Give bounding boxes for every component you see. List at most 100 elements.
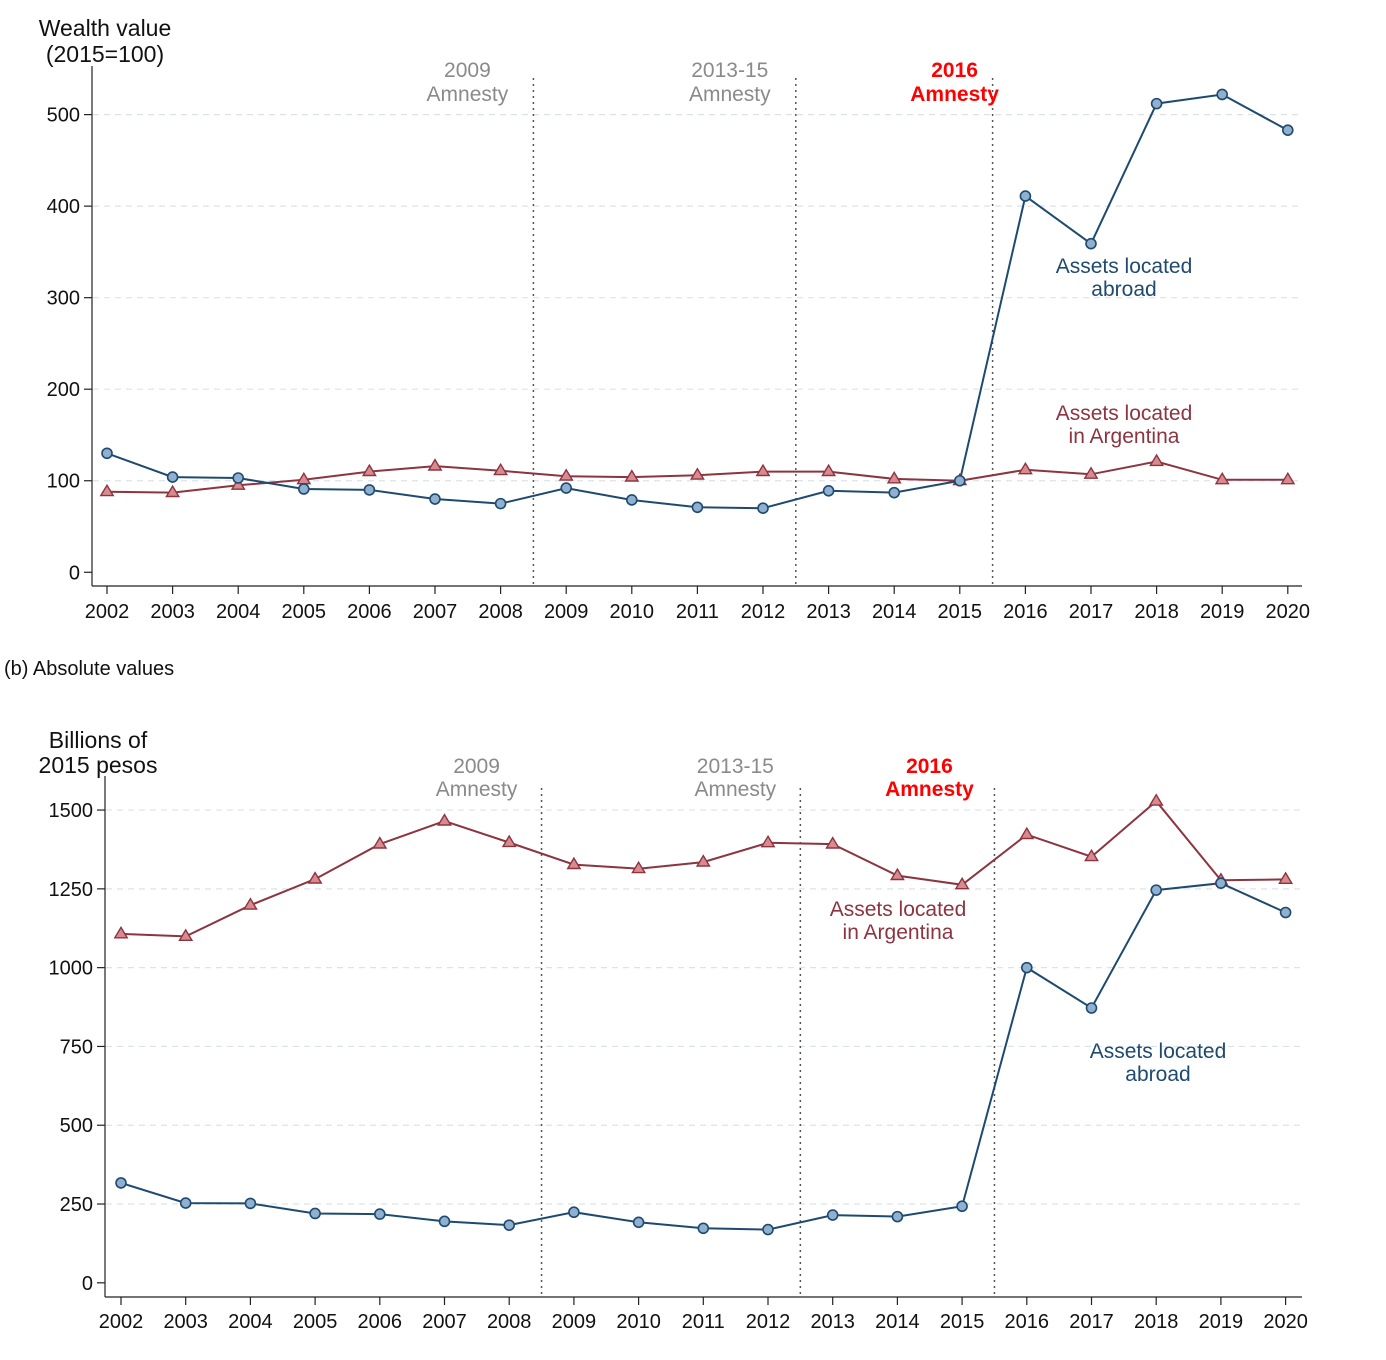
argentina-point [1017,461,1033,475]
argentina-point [755,463,771,477]
argentina-point [493,462,509,476]
argentina-series-label: in Argentina [843,921,954,944]
abroad-series-label: Assets located [1056,255,1193,278]
x-tick-label: 2017 [1069,1311,1114,1333]
abroad-series-label: abroad [1125,1063,1190,1086]
amnesty-label: Amnesty [910,83,999,106]
y-tick-label: 100 [47,471,80,493]
argentina-series-label: in Argentina [1069,425,1180,448]
argentina-point [689,467,705,480]
argentina-point [307,871,323,884]
x-tick-label: 2020 [1266,601,1311,623]
amnesty-label: Amnesty [885,778,974,801]
argentina-series-label: Assets located [1056,402,1193,425]
abroad-point [115,1177,127,1189]
abroad-point [166,471,179,483]
amnesty-label: Amnesty [694,778,776,801]
y-tick-label: 400 [47,196,80,218]
x-tick-label: 2011 [676,601,719,623]
argentina-point [886,471,902,484]
x-tick-label: 2009 [552,1311,597,1333]
amnesty-label: 2009 [444,59,491,82]
abroad-point [1215,877,1227,889]
abroad-point [1216,88,1228,101]
amnesty-label: Amnesty [427,83,509,106]
y-axis-title: Wealth value [39,15,172,41]
x-tick-label: 2006 [347,601,392,623]
abroad-point [762,1223,774,1236]
argentina-point [889,867,905,881]
abroad-point [1019,190,1032,202]
x-tick-label: 2018 [1134,601,1179,623]
x-tick-label: 2015 [938,601,983,623]
x-tick-label: 2013 [806,601,851,623]
x-tick-label: 2014 [875,1311,920,1333]
amnesty-label: 2013-15 [697,755,774,778]
abroad-point [179,1197,192,1209]
abroad-point [494,497,507,510]
argentina-point [695,854,711,867]
x-tick-label: 2005 [282,601,327,623]
amnesty-label: 2016 [931,59,978,82]
argentina-point [165,484,181,498]
x-tick-label: 2008 [487,1311,532,1333]
argentina-point [1084,848,1099,862]
abroad-point [297,483,310,495]
argentina-point [825,836,841,849]
abroad-point [1150,884,1162,896]
abroad-point [691,501,704,514]
x-tick-label: 2006 [358,1311,403,1333]
x-tick-label: 2015 [940,1311,985,1333]
argentina-point [558,468,574,481]
argentina-series-label: Assets located [830,898,967,921]
argentina-point [821,463,837,477]
y-tick-label: 1000 [49,958,94,980]
abroad-point [697,1222,710,1235]
argentina-point [631,860,647,874]
abroad-point [1085,1002,1098,1014]
abroad-point [244,1197,257,1210]
abroad-series-label: abroad [1091,278,1156,301]
argentina-point [361,463,377,477]
argentina-point [427,458,443,471]
abroad-point [888,486,901,499]
abroad-point [1085,237,1097,250]
abroad-point [1279,906,1292,919]
x-tick-label: 2018 [1134,1311,1179,1333]
argentina-point [1278,871,1294,884]
abroad-point [560,482,573,494]
argentina-point [501,834,517,848]
y-axis-title: 2015 pesos [39,752,158,778]
y-tick-label: 0 [82,1273,93,1295]
argentina-point [113,926,129,939]
amnesty-label: 2013-15 [691,59,768,82]
chart-panel-a: Wealth value(2015=100) 0 100 200 300 400 500 20… [39,15,1311,623]
x-tick-label: 2014 [872,601,917,623]
y-tick-label: 0 [69,562,80,584]
x-tick-label: 2010 [610,601,655,623]
x-tick-label: 2009 [544,601,589,623]
x-tick-label: 2016 [1005,1311,1050,1333]
abroad-point [891,1210,904,1223]
x-tick-label: 2019 [1200,601,1245,623]
argentina-point [1019,826,1035,840]
abroad-point [826,1209,839,1221]
abroad-point [503,1219,516,1231]
argentina-series-line [120,799,1286,938]
x-tick-label: 2010 [616,1311,661,1333]
abroad-point [363,484,376,496]
y-tick-label: 300 [47,288,80,310]
amnesty-label: 2016 [906,755,953,778]
argentina-point [1214,471,1230,485]
abroad-point [625,494,638,506]
y-axis-title: Billions of [49,727,148,753]
x-tick-label: 2012 [741,601,786,623]
x-tick-label: 2005 [293,1311,338,1333]
x-tick-label: 2020 [1263,1311,1308,1333]
abroad-point [1282,124,1294,136]
x-tick-label: 2011 [682,1311,725,1333]
x-tick-label: 2017 [1069,601,1114,623]
panel-b-caption: (b) Absolute values [4,658,175,680]
x-tick-label: 2003 [150,601,195,623]
